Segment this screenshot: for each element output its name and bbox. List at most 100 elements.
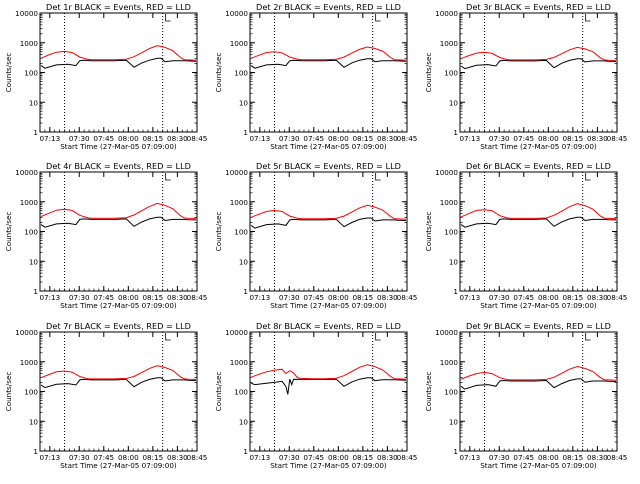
x-tick-label: 07:45 [303,293,324,302]
x-tick-label: 08:15 [562,293,583,302]
y-tick-label: 10000 [435,328,458,337]
x-tick-label: 08:00 [328,293,349,302]
plot-frame [39,171,198,292]
chart-title: Det 8r BLACK = Events, RED = LLD [256,321,401,331]
events-series-line [250,58,407,69]
y-tick-label: 1000 [440,198,459,207]
x-tick-label: 07:45 [513,453,534,462]
y-tick-label: 1 [453,128,458,137]
y-tick-label: 1000 [440,39,459,48]
range-bracket-mark [165,173,171,181]
lld-series-line [40,45,197,61]
y-tick-label: 1 [243,287,248,296]
events-series-line [40,216,197,228]
x-tick-label: 07:13 [39,293,60,302]
x-tick-label: 07:30 [279,134,300,143]
y-tick-label: 1 [33,447,38,456]
range-bracket-mark [585,14,591,22]
lld-series-line [40,202,197,219]
y-tick-label: 10 [449,98,459,107]
y-tick-label: 10 [449,417,459,426]
x-tick-label: 08:30 [167,293,188,302]
x-tick-label: 07:13 [459,453,480,462]
y-tick-label: 10 [29,417,39,426]
y-axis-label: Counts/sec [424,372,433,412]
x-tick-label: 08:00 [118,293,139,302]
chart-panel-6: Det 6r BLACK = Events, RED = LLD 1 10 100 10… [424,161,627,310]
x-tick-label: 07:45 [93,453,114,462]
y-tick-label: 100 [234,228,248,237]
x-tick-label: 08:30 [587,453,608,462]
events-series-line [250,217,407,229]
y-tick-label: 10 [449,257,459,266]
x-tick-label: 08:00 [538,293,559,302]
y-tick-label: 1000 [20,39,39,48]
x-tick-label: 07:30 [489,134,510,143]
y-tick-label: 10 [239,98,249,107]
y-tick-label: 1000 [440,358,459,367]
x-tick-label: 08:15 [142,293,163,302]
y-tick-label: 1000 [20,198,39,207]
x-tick-label: 08:00 [328,134,349,143]
x-tick-label: 07:45 [93,134,114,143]
events-series-line [460,216,617,228]
x-tick-label: 08:15 [142,453,163,462]
plot-frame [249,331,408,452]
plot-frame [249,171,408,292]
y-tick-label: 1 [243,447,248,456]
x-axis-label: Start Time (27-Mar-05 07:09:00) [480,142,597,151]
x-tick-label: 07:13 [459,134,480,143]
lld-series-line [460,365,617,381]
events-series-line [460,378,617,390]
range-bracket-mark [585,173,591,181]
plot-frame [39,12,198,133]
chart-title: Det 4r BLACK = Events, RED = LLD [46,161,191,171]
x-tick-label: 07:30 [279,293,300,302]
lld-series-line [460,46,617,61]
plot-frame [459,171,618,292]
range-bracket-mark [375,333,381,341]
events-series-line [250,377,407,395]
lld-series-line [250,364,407,380]
x-tick-label: 07:13 [459,293,480,302]
x-tick-label: 07:45 [303,453,324,462]
chart-title: Det 6r BLACK = Events, RED = LLD [466,161,611,171]
y-axis-label: Counts/sec [4,212,13,252]
y-tick-label: 10 [239,417,249,426]
chart-panel-8: Det 8r BLACK = Events, RED = LLD 1 10 100 10… [214,321,417,470]
x-tick-label: 08:45 [607,453,628,462]
x-axis-label: Start Time (27-Mar-05 07:09:00) [60,142,177,151]
y-axis-label: Counts/sec [424,212,433,252]
x-tick-label: 08:45 [187,293,208,302]
chart-title: Det 2r BLACK = Events, RED = LLD [256,2,401,12]
x-tick-label: 08:30 [377,453,398,462]
x-tick-label: 08:00 [538,134,559,143]
x-tick-label: 08:00 [118,134,139,143]
y-tick-label: 100 [24,388,38,397]
y-axis-label: Counts/sec [4,372,13,412]
y-axis-label: Counts/sec [214,53,223,93]
events-series-line [460,58,617,70]
chart-panel-2: Det 2r BLACK = Events, RED = LLD 1 10 100 10… [214,2,417,151]
plot-frame [39,331,198,452]
x-tick-label: 08:30 [377,134,398,143]
x-axis-label: Start Time (27-Mar-05 07:09:00) [270,301,387,310]
x-tick-label: 08:15 [562,453,583,462]
range-bracket-mark [585,333,591,341]
chart-panel-9: Det 9r BLACK = Events, RED = LLD 1 10 100 10… [424,321,627,470]
x-tick-label: 08:30 [587,293,608,302]
y-axis-label: Counts/sec [424,53,433,93]
x-tick-label: 08:45 [187,453,208,462]
chart-title: Det 7r BLACK = Events, RED = LLD [46,321,191,331]
y-axis-label: Counts/sec [214,212,223,252]
x-tick-label: 08:45 [397,453,418,462]
y-tick-label: 1 [33,128,38,137]
x-tick-label: 08:30 [167,134,188,143]
y-tick-label: 1000 [230,39,249,48]
y-tick-label: 100 [444,228,458,237]
x-tick-label: 07:30 [69,453,90,462]
x-tick-label: 07:45 [93,293,114,302]
x-tick-label: 08:30 [167,453,188,462]
lld-series-line [250,204,407,220]
